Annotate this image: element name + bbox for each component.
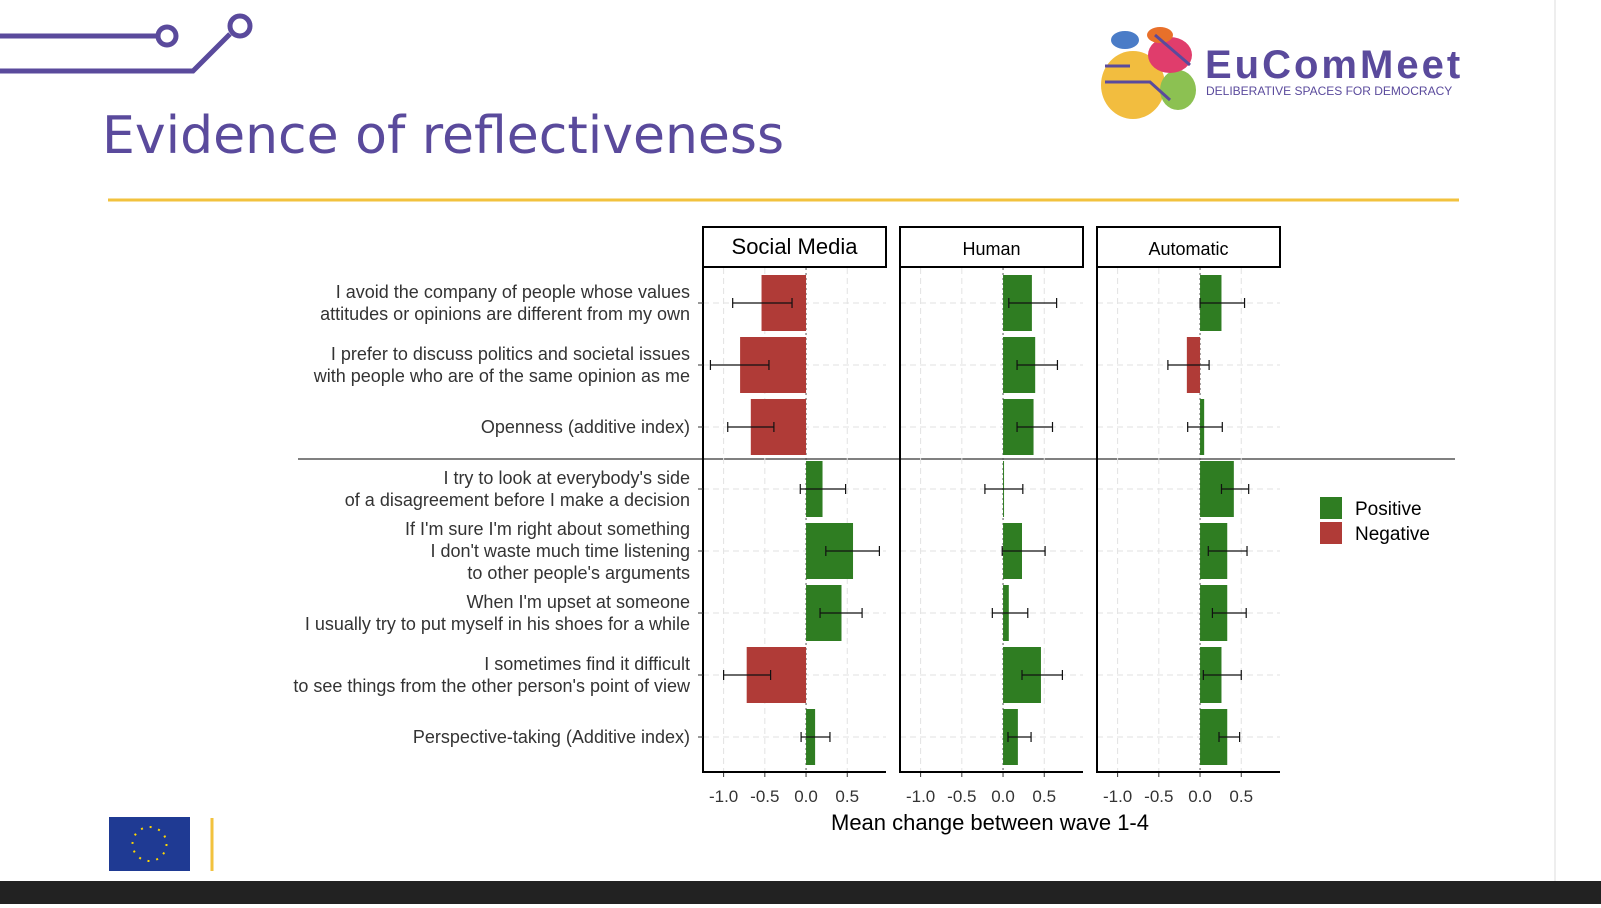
row-label: When I'm upset at someone xyxy=(466,592,690,612)
error-bar xyxy=(984,484,1024,494)
row-label: I prefer to discuss politics and societa… xyxy=(331,344,690,364)
error-bar xyxy=(1001,546,1046,556)
eu-flag xyxy=(109,817,190,871)
row-label: If I'm sure I'm right about something xyxy=(405,519,690,539)
row-label: I avoid the company of people whose valu… xyxy=(336,282,690,302)
eu-stars xyxy=(131,826,168,862)
facet-title: Human xyxy=(962,239,1020,259)
row-label: I sometimes find it difficult xyxy=(484,654,690,674)
error-bar xyxy=(709,360,770,370)
error-bar xyxy=(800,732,831,742)
x-tick-label: 0.0 xyxy=(991,787,1015,806)
x-tick-label: -0.5 xyxy=(1144,787,1173,806)
error-bar xyxy=(825,546,881,556)
row-label: to other people's arguments xyxy=(467,563,690,583)
error-bar xyxy=(799,484,847,494)
legend-label: Negative xyxy=(1355,524,1430,545)
error-bar xyxy=(1207,546,1248,556)
bottom-bar xyxy=(0,881,1601,904)
x-tick-label: 0.5 xyxy=(835,787,859,806)
logo-mark xyxy=(1101,27,1196,119)
error-bar xyxy=(732,298,793,308)
logo-tagline: DELIBERATIVE SPACES FOR DEMOCRACY xyxy=(1206,84,1452,98)
legend-label: Positive xyxy=(1355,499,1422,520)
x-tick-label: 0.5 xyxy=(1229,787,1253,806)
row-label: Openness (additive index) xyxy=(481,417,690,437)
panel-axes xyxy=(899,268,1083,773)
row-label: I usually try to put myself in his shoes… xyxy=(305,614,690,634)
error-bar xyxy=(1007,732,1032,742)
error-bar xyxy=(1220,484,1250,494)
facet-header xyxy=(1096,226,1281,268)
error-bar xyxy=(1021,670,1063,680)
error-bar xyxy=(723,670,772,680)
row-label: I try to look at everybody's side xyxy=(443,468,690,488)
error-bar xyxy=(1211,608,1247,618)
facet-title: Social Media xyxy=(732,234,859,259)
error-bar xyxy=(1199,298,1246,308)
facet-header xyxy=(702,226,887,268)
x-tick-label: 0.0 xyxy=(1188,787,1212,806)
x-tick-label: -1.0 xyxy=(906,787,935,806)
error-bar xyxy=(819,608,863,618)
error-bar xyxy=(1016,422,1054,432)
row-label: with people who are of the same opinion … xyxy=(313,366,690,386)
x-tick-label: -1.0 xyxy=(1103,787,1132,806)
decoration xyxy=(0,13,253,74)
error-bar xyxy=(991,608,1029,618)
x-tick-label: 0.5 xyxy=(1032,787,1056,806)
error-bar xyxy=(1187,422,1223,432)
error-bar xyxy=(1167,360,1210,370)
legend-swatch xyxy=(1320,522,1342,544)
error-bar xyxy=(1008,298,1058,308)
panel-axes xyxy=(702,268,886,773)
legend-swatch xyxy=(1320,497,1342,519)
x-tick-label: -1.0 xyxy=(709,787,738,806)
row-label: to see things from the other person's po… xyxy=(293,676,691,696)
facet-title: Automatic xyxy=(1148,239,1228,259)
error-bar xyxy=(1202,670,1242,680)
facet-header xyxy=(899,226,1084,268)
x-tick-label: -0.5 xyxy=(750,787,779,806)
row-label: I don't waste much time listening xyxy=(430,541,690,561)
x-tick-label: 0.0 xyxy=(794,787,818,806)
slide-title: Evidence of reflectiveness xyxy=(102,106,784,166)
x-tick-label: -0.5 xyxy=(947,787,976,806)
error-bar xyxy=(1016,360,1059,370)
error-bar xyxy=(727,422,775,432)
row-label: Perspective-taking (Additive index) xyxy=(413,727,690,747)
row-label: attitudes or opinions are different from… xyxy=(320,304,690,324)
row-label: of a disagreement before I make a decisi… xyxy=(345,490,690,510)
error-bar xyxy=(1218,732,1241,742)
x-axis-title: Mean change between wave 1-4 xyxy=(831,810,1149,835)
logo-name: EuComMeet xyxy=(1205,43,1463,87)
panel-axes xyxy=(1096,268,1280,773)
